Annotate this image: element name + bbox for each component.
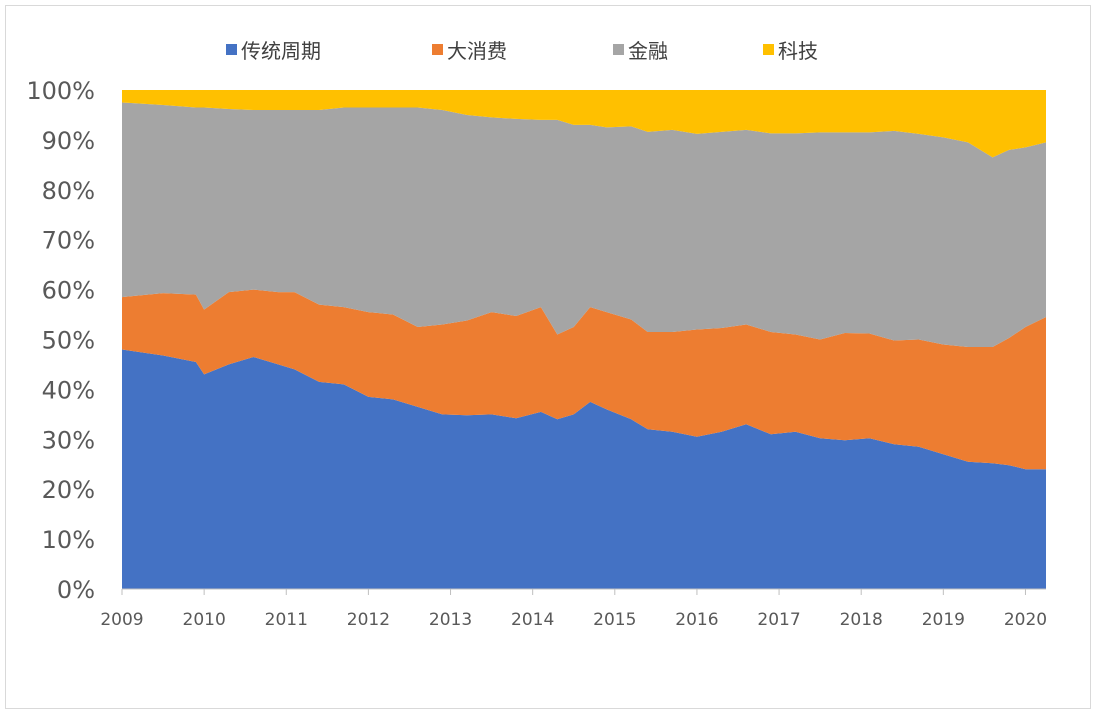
- y-tick-label: 0%: [57, 576, 95, 604]
- series-area-2: [122, 289, 1046, 470]
- x-tick-label: 2016: [675, 610, 718, 630]
- legend-label-1: 传统周期: [241, 39, 321, 63]
- series-area-1: [122, 349, 1046, 589]
- x-tick-label: 2012: [347, 610, 390, 630]
- x-tick-label: 2011: [265, 610, 308, 630]
- legend: 传统周期 大消费 金融 科技: [226, 39, 818, 63]
- y-tick-label: 90%: [42, 127, 95, 155]
- x-tick-label: 2018: [840, 610, 883, 630]
- y-tick-label: 10%: [42, 526, 95, 554]
- legend-swatch-2: [432, 44, 443, 55]
- axes: [121, 588, 1046, 595]
- series-area-4: [122, 90, 1046, 158]
- legend-label-4: 科技: [778, 39, 818, 63]
- y-tick-label: 100%: [26, 77, 95, 105]
- legend-label-3: 金融: [628, 39, 668, 63]
- y-tick-label: 70%: [42, 227, 95, 255]
- legend-swatch-3: [613, 44, 624, 55]
- x-tick-label: 2020: [1004, 610, 1047, 630]
- series-areas: [122, 90, 1046, 589]
- y-tick-label: 80%: [42, 177, 95, 205]
- x-tick-labels: 2009 2010 2011 2012 2013 2014 2015 2016 2017 2018…: [100, 610, 1047, 630]
- legend-label-2: 大消费: [447, 39, 507, 63]
- series-area-3: [122, 102, 1046, 347]
- x-tick-label: 2010: [183, 610, 226, 630]
- y-tick-label: 30%: [42, 426, 95, 454]
- y-tick-label: 50%: [42, 327, 95, 355]
- legend-swatch-4: [763, 44, 774, 55]
- x-tick-label: 2013: [429, 610, 472, 630]
- x-tick-label: 2014: [511, 610, 554, 630]
- x-tick-label: 2015: [593, 610, 636, 630]
- x-tick-label: 2019: [922, 610, 965, 630]
- x-tick-label: 2017: [757, 610, 800, 630]
- y-tick-label: 20%: [42, 476, 95, 504]
- y-tick-label: 40%: [42, 376, 95, 404]
- y-tick-label: 60%: [42, 277, 95, 305]
- y-tick-labels: 0% 10% 20% 30% 40% 50% 60% 70% 80% 90% 100%: [26, 77, 95, 604]
- legend-swatch-1: [226, 44, 237, 55]
- x-tick-label: 2009: [100, 610, 143, 630]
